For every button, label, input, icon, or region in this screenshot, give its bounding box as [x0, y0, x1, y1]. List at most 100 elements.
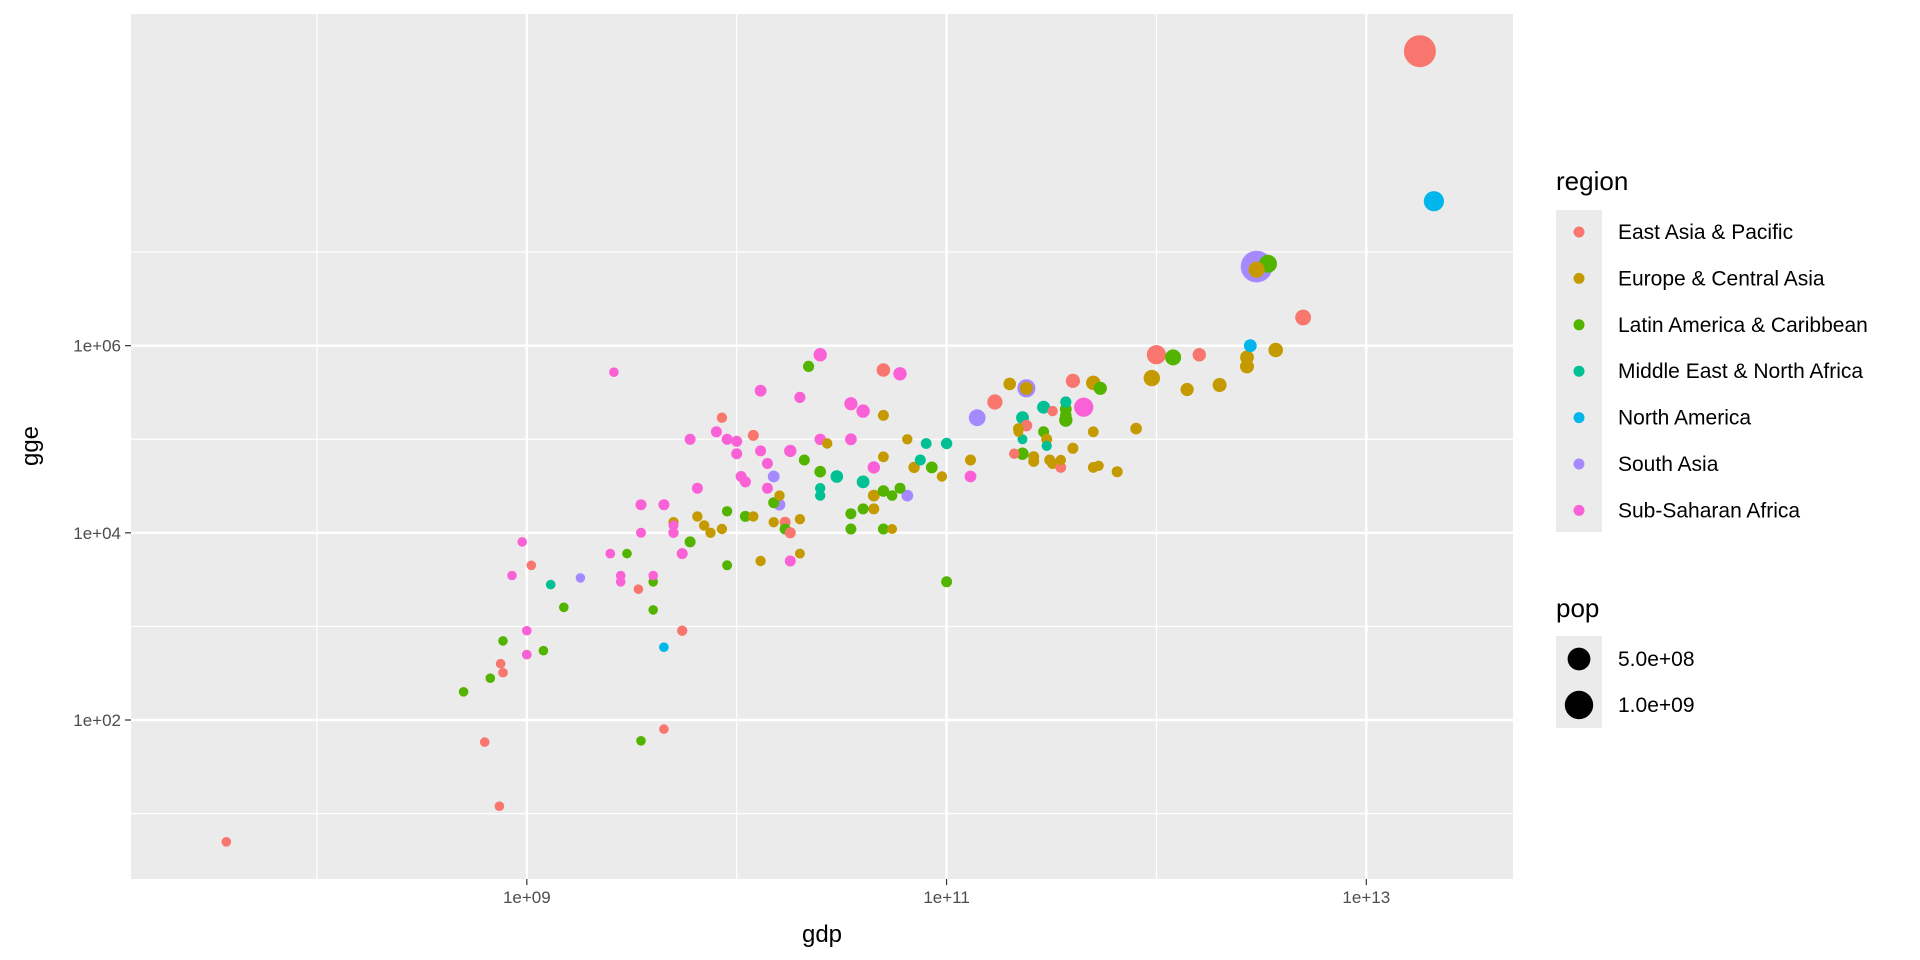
data-point [609, 367, 619, 378]
data-point [1087, 426, 1099, 438]
data-point [1065, 373, 1080, 388]
data-point [1013, 426, 1024, 437]
y-tick-label: 1e+02 [73, 711, 121, 730]
data-point [716, 412, 728, 423]
data-point [784, 527, 796, 539]
data-point [893, 367, 907, 381]
data-point [925, 461, 938, 474]
data-point [722, 560, 733, 571]
data-point [221, 837, 232, 847]
x-axis-title: gdp [802, 921, 842, 948]
data-point [636, 736, 646, 746]
data-point [755, 555, 766, 567]
data-point [1055, 454, 1067, 466]
x-tick-label: 1e+11 [923, 888, 969, 907]
data-point [1192, 348, 1207, 362]
data-point [1055, 462, 1067, 473]
x-tick-label: 1e+09 [503, 888, 551, 907]
data-point [1037, 400, 1051, 414]
data-point [887, 524, 898, 534]
region-legend-title: region [1556, 166, 1628, 196]
region-legend-label: Sub-Saharan Africa [1618, 499, 1800, 522]
data-point [1019, 381, 1033, 395]
data-point [1093, 381, 1107, 395]
data-point [965, 454, 976, 466]
data-point [1009, 448, 1020, 459]
data-point [856, 404, 870, 418]
data-point [867, 489, 880, 502]
data-point [691, 482, 703, 494]
data-point [545, 579, 556, 590]
data-point [494, 801, 505, 811]
data-point [575, 573, 586, 583]
data-point [1047, 405, 1058, 417]
data-point [774, 490, 785, 501]
data-point [1067, 442, 1079, 454]
data-point [522, 625, 532, 636]
data-point [458, 687, 469, 697]
data-point [659, 724, 669, 734]
data-point [815, 483, 826, 494]
data-points [221, 35, 1444, 847]
pop-legend-key [1564, 690, 1594, 720]
data-point [716, 523, 728, 535]
data-point [633, 584, 644, 594]
region-legend-label: Middle East & North Africa [1618, 360, 1863, 383]
data-point [784, 444, 797, 458]
data-point [794, 514, 806, 525]
data-point [803, 360, 815, 372]
data-point [721, 433, 733, 445]
data-point [1060, 396, 1072, 408]
region-legend: region East Asia & Pacific Europe & Centr… [1556, 166, 1868, 532]
data-point [936, 471, 948, 482]
pop-legend: pop 5.0e+08 1.0e+09 [1556, 593, 1695, 728]
data-point [876, 363, 891, 377]
data-point [498, 636, 508, 646]
data-point [815, 490, 826, 501]
data-point [768, 497, 780, 509]
data-point [1028, 455, 1040, 467]
data-point [1423, 191, 1444, 212]
data-point [794, 548, 805, 559]
data-point [635, 499, 647, 511]
data-point [1003, 377, 1016, 391]
data-point [721, 506, 733, 517]
data-point [761, 482, 773, 494]
y-tick-label: 1e+06 [73, 337, 121, 356]
region-legend-key [1573, 412, 1585, 424]
data-point [1074, 397, 1094, 417]
data-point [498, 667, 508, 678]
data-point [784, 555, 796, 567]
data-point [1017, 434, 1028, 445]
data-point [908, 461, 920, 474]
data-point [798, 454, 810, 466]
data-point [485, 673, 496, 683]
data-point [677, 625, 688, 636]
region-legend-key [1573, 226, 1585, 238]
region-legend-key [1573, 272, 1585, 284]
region-legend-label: Europe & Central Asia [1618, 267, 1825, 290]
y-axis-ticks: 1e+02 1e+04 1e+06 [73, 337, 131, 730]
data-point [940, 437, 953, 450]
data-point [877, 409, 889, 421]
data-point [1111, 466, 1123, 478]
data-point [1143, 369, 1161, 387]
data-point [658, 499, 670, 511]
region-legend-key [1573, 319, 1585, 331]
data-point [676, 548, 688, 560]
data-point [684, 433, 696, 445]
data-point [1403, 35, 1436, 68]
data-point [605, 548, 616, 559]
data-point [877, 523, 889, 535]
data-point [1165, 349, 1182, 366]
data-point [1240, 350, 1254, 365]
data-point [648, 570, 658, 581]
data-point [1146, 345, 1166, 365]
data-point [731, 448, 743, 460]
data-point [559, 602, 569, 613]
data-point [538, 645, 549, 656]
data-point [748, 511, 759, 522]
data-point [902, 434, 913, 445]
data-point [987, 394, 1003, 410]
